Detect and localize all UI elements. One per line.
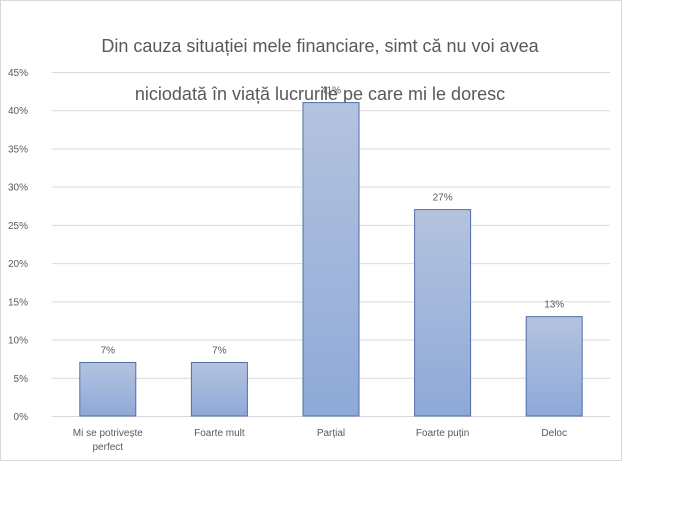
- x-tick-label-line: Foarte mult: [194, 428, 245, 439]
- gridlines: [52, 72, 610, 417]
- x-tick-label: Mi se potrivește perfect: [73, 428, 143, 453]
- chart-title: Din cauza situației mele financiare, sim…: [60, 10, 580, 130]
- y-axis-ticks: 0% 5% 10% 15% 20% 25% 30% 35% 40% 45%: [8, 68, 28, 423]
- data-label: 13%: [544, 300, 564, 311]
- y-tick-label: 30%: [8, 183, 28, 194]
- data-labels: 7% 7% 41% 27% 13%: [101, 86, 565, 357]
- x-tick-label: Parțial: [317, 428, 345, 439]
- y-tick-label: 0%: [14, 412, 29, 423]
- y-tick-label: 5%: [14, 374, 29, 385]
- y-tick-label: 15%: [8, 297, 28, 308]
- bars: [79, 102, 583, 417]
- y-tick-label: 35%: [8, 144, 28, 155]
- bar: [525, 316, 583, 417]
- y-tick-label: 45%: [8, 68, 28, 79]
- data-label: 41%: [321, 86, 341, 97]
- bar: [79, 361, 137, 417]
- x-tick-label: Deloc: [541, 428, 567, 439]
- x-tick-label-line: Parțial: [317, 428, 345, 439]
- x-tick-label: Foarte mult: [194, 428, 245, 439]
- bar: [414, 209, 472, 417]
- y-tick-label: 20%: [8, 259, 28, 270]
- y-tick-label: 10%: [8, 336, 28, 347]
- x-axis-ticks: Mi se potrivește perfect Foarte mult Parția…: [73, 428, 567, 453]
- x-tick-label-line: Mi se potrivește: [73, 428, 143, 439]
- chart-title-line-1: Din cauza situației mele financiare, sim…: [101, 36, 539, 56]
- x-tick-label-line: Deloc: [541, 428, 567, 439]
- data-label: 7%: [212, 345, 227, 356]
- chart-title-line-2: niciodată în viață lucrurile pe care mi …: [134, 84, 506, 104]
- data-label: 7%: [101, 345, 116, 356]
- data-label: 27%: [433, 193, 453, 204]
- x-tick-label-line: Foarte puțin: [416, 428, 469, 439]
- y-tick-label: 25%: [8, 221, 28, 232]
- bar: [190, 361, 248, 417]
- x-tick-label-line: perfect: [93, 442, 124, 453]
- y-tick-label: 40%: [8, 106, 28, 117]
- bar: [302, 102, 360, 417]
- x-tick-label: Foarte puțin: [416, 428, 469, 439]
